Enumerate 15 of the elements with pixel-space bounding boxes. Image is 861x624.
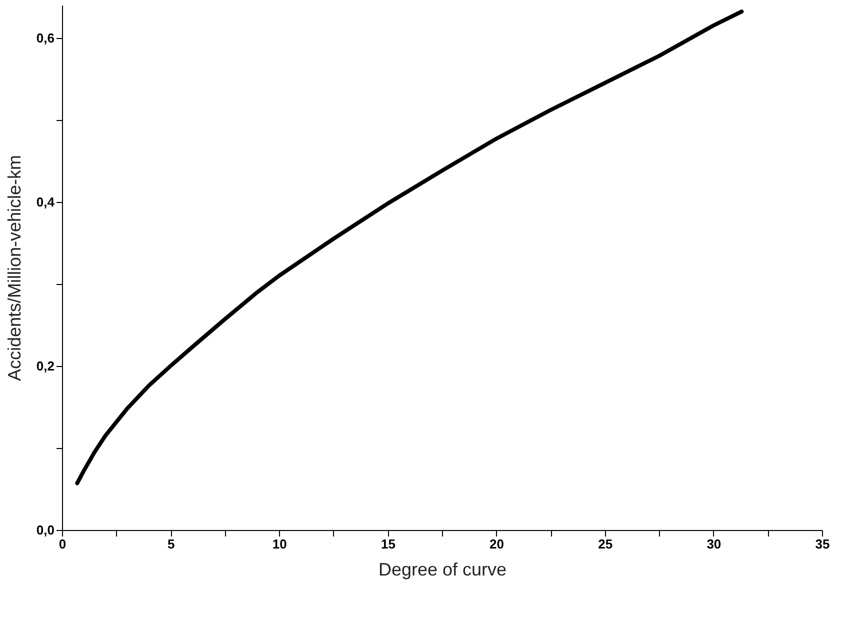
y-axis-title: Accidents/Million-vehicle-km xyxy=(4,154,24,382)
x-tick-label: 25 xyxy=(598,536,613,552)
x-tick-label: 5 xyxy=(167,536,175,552)
x-tick-label: 15 xyxy=(380,536,396,552)
x-tick-label: 20 xyxy=(490,536,504,552)
line-series xyxy=(75,10,744,486)
y-tick-label: 0,4 xyxy=(36,194,56,210)
x-tick-label: 10 xyxy=(272,536,287,552)
y-tick-label: 0,6 xyxy=(36,30,54,46)
x-tick-label: 35 xyxy=(815,536,830,552)
x-tick-label: 30 xyxy=(706,536,722,552)
x-tick-label: 0 xyxy=(58,536,66,552)
y-tick-label: 0,2 xyxy=(36,358,54,374)
x-axis-title: Degree of curve xyxy=(378,560,507,580)
y-tick-label: 0,0 xyxy=(36,522,54,538)
